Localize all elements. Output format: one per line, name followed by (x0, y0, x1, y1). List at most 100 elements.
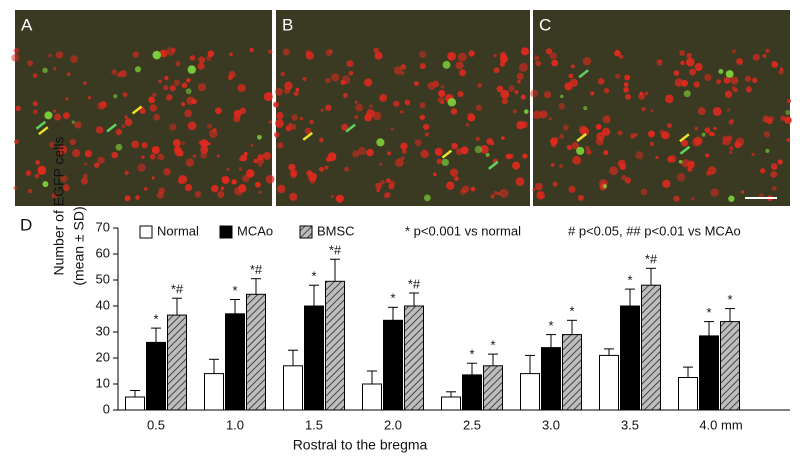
cell (454, 176, 459, 181)
cell (194, 190, 202, 198)
cell (785, 110, 791, 115)
arrow (576, 133, 587, 142)
cell (705, 153, 710, 158)
arrow (302, 131, 314, 141)
cell (548, 117, 552, 121)
significance-marker: *# (329, 243, 342, 258)
bar (167, 314, 187, 411)
cell (400, 64, 407, 70)
cell (778, 69, 784, 75)
cell (424, 132, 429, 137)
bar (678, 377, 698, 411)
cell (536, 191, 545, 200)
cell (500, 136, 505, 141)
cell (25, 170, 32, 176)
cell (519, 62, 528, 72)
cell (724, 90, 733, 98)
significance-marker: * (153, 312, 158, 327)
cell (53, 67, 57, 71)
cell (582, 56, 592, 66)
cell (372, 111, 382, 121)
cell (173, 79, 181, 86)
cell (522, 153, 528, 159)
cell (475, 136, 480, 141)
cell (164, 75, 169, 81)
cell (37, 166, 47, 175)
cell (572, 155, 582, 165)
cell (667, 123, 672, 128)
cell (404, 99, 411, 106)
cell (280, 71, 285, 77)
cell (101, 101, 106, 106)
cell (191, 98, 197, 105)
cell (419, 102, 426, 109)
cell (477, 83, 482, 88)
cell (771, 185, 777, 191)
cell (250, 143, 254, 148)
cell (729, 146, 734, 151)
cell (198, 140, 203, 145)
cell (516, 121, 525, 130)
cell (550, 163, 555, 167)
cell (649, 141, 654, 146)
cell (288, 163, 296, 171)
cell (134, 66, 142, 73)
cell (175, 149, 180, 154)
cell (668, 154, 677, 163)
cell (257, 154, 264, 161)
significance-marker: * (627, 273, 632, 288)
cell (55, 51, 64, 59)
cell (348, 70, 354, 76)
cell (341, 123, 349, 131)
cell (683, 90, 691, 98)
cell (346, 60, 354, 68)
cell (185, 158, 195, 167)
cell (48, 53, 52, 58)
cell (712, 107, 722, 116)
cell (291, 114, 299, 121)
cell (66, 72, 71, 77)
cell (681, 139, 689, 147)
cell (115, 128, 123, 136)
cell (569, 78, 578, 87)
cell (157, 153, 165, 161)
y-tick-label: 20 (96, 349, 110, 364)
cell (496, 85, 504, 93)
cell (172, 139, 181, 147)
cell (493, 53, 497, 57)
cell (121, 124, 126, 129)
cell (427, 81, 436, 90)
bar (562, 334, 582, 411)
cell (689, 68, 696, 76)
cell (97, 156, 105, 164)
cell (148, 96, 155, 104)
micrographs: A B C (11, 10, 792, 206)
cell (433, 172, 437, 177)
cell (745, 86, 752, 93)
cell (474, 145, 483, 154)
cell (485, 152, 490, 158)
cell (198, 56, 206, 64)
x-tick-label: 2.5 (463, 417, 481, 432)
cell (302, 76, 307, 81)
arrow (345, 123, 356, 133)
cell (512, 161, 521, 170)
cell (419, 114, 426, 120)
cell (617, 130, 623, 136)
cell (771, 61, 779, 68)
cell (401, 156, 405, 160)
cell (635, 151, 644, 160)
cell (257, 134, 262, 140)
cell (777, 159, 783, 165)
cell (58, 153, 62, 157)
cell (673, 70, 680, 76)
cell (499, 55, 508, 64)
cell (240, 154, 248, 162)
cell (674, 78, 683, 87)
cell (736, 58, 744, 65)
cell (153, 113, 161, 121)
cell (87, 95, 92, 100)
cell (455, 61, 464, 70)
cell (752, 53, 760, 61)
cell (131, 140, 140, 149)
